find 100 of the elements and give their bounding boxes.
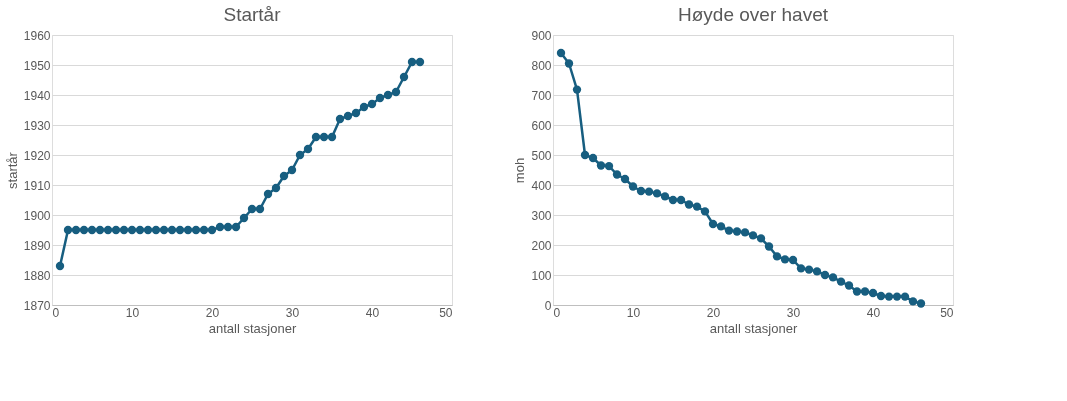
point: [135, 225, 145, 235]
x-tick-label: 30: [786, 305, 801, 320]
y-tick-label: 900: [531, 28, 552, 43]
point: [391, 87, 401, 97]
y-tick-label: 300: [531, 208, 552, 223]
point: [79, 225, 89, 235]
point: [327, 132, 337, 142]
point: [684, 200, 694, 209]
point: [63, 225, 73, 235]
point: [740, 228, 750, 237]
y-tick-label: 100: [531, 268, 552, 283]
y-tick-label: 1900: [23, 208, 51, 223]
x-tick-label: 20: [205, 305, 220, 320]
point: [319, 132, 329, 142]
point: [780, 255, 790, 264]
point: [311, 132, 321, 142]
point: [708, 219, 718, 229]
y-tick-label: 200: [531, 238, 552, 253]
y-tick-label: 1950: [23, 58, 51, 73]
point: [836, 277, 846, 286]
point: [375, 93, 385, 103]
point: [892, 292, 902, 301]
point: [644, 187, 654, 196]
point: [151, 225, 161, 235]
point: [287, 165, 297, 175]
point: [175, 225, 185, 235]
point: [916, 299, 926, 308]
x-tick-label: 40: [866, 305, 881, 320]
point: [343, 111, 353, 121]
point: [788, 255, 798, 265]
point: [247, 204, 257, 214]
point: [636, 186, 646, 196]
point: [279, 171, 289, 181]
y-tick-label: 1890: [23, 238, 51, 253]
point: [303, 144, 313, 154]
point: [415, 57, 425, 67]
point: [804, 265, 814, 274]
point: [596, 161, 606, 170]
point: [111, 225, 121, 235]
point: [820, 270, 830, 280]
point: [908, 297, 918, 306]
point: [620, 174, 630, 184]
point: [127, 225, 137, 235]
point: [183, 225, 193, 235]
y-tick-label: 400: [531, 178, 552, 193]
point: [359, 102, 369, 112]
point: [119, 225, 129, 235]
point: [796, 264, 806, 273]
point: [191, 225, 201, 235]
point: [383, 90, 393, 100]
x-axis-title: antall stasjoner: [709, 320, 798, 336]
point: [95, 225, 105, 235]
chart-title: Høyde over havet: [678, 4, 829, 25]
x-tick-label: 40: [365, 305, 380, 320]
x-tick-label: 50: [940, 305, 954, 320]
point: [756, 234, 766, 243]
y-tick-label: 600: [531, 118, 552, 133]
point: [748, 231, 758, 240]
point: [167, 225, 177, 235]
point: [351, 108, 361, 118]
point: [295, 150, 305, 160]
point: [407, 57, 417, 67]
point: [55, 261, 65, 271]
point: [732, 227, 742, 236]
point: [828, 273, 838, 282]
point: [572, 85, 582, 94]
y-tick-label: 1870: [23, 298, 51, 313]
point: [556, 48, 566, 58]
point: [660, 192, 670, 201]
point: [143, 225, 153, 235]
point: [231, 222, 241, 232]
point: [812, 267, 822, 276]
point: [764, 242, 774, 251]
y-tick-label: 1910: [23, 178, 51, 193]
point: [692, 202, 702, 211]
point: [335, 114, 345, 124]
point: [700, 207, 710, 216]
x-tick-label: 10: [125, 305, 140, 320]
x-axis-title: antall stasjoner: [208, 320, 297, 336]
chart-title: Startår: [223, 4, 282, 25]
y-axis-title: moh: [512, 157, 528, 184]
point: [87, 225, 97, 235]
point: [900, 292, 910, 301]
point: [239, 213, 249, 223]
y-tick-label: 700: [531, 88, 552, 103]
point: [876, 291, 886, 301]
x-tick-label: 30: [285, 305, 300, 320]
point: [588, 153, 598, 163]
point: [628, 182, 638, 191]
point: [668, 195, 678, 205]
point: [772, 252, 782, 261]
point: [207, 225, 217, 235]
point: [868, 288, 878, 298]
x-tick-label: 10: [626, 305, 641, 320]
point: [199, 225, 209, 235]
point: [604, 161, 614, 171]
y-tick-label: 500: [531, 148, 552, 163]
point: [844, 281, 854, 290]
point: [367, 99, 377, 109]
y-axis-title: startår: [4, 151, 20, 189]
